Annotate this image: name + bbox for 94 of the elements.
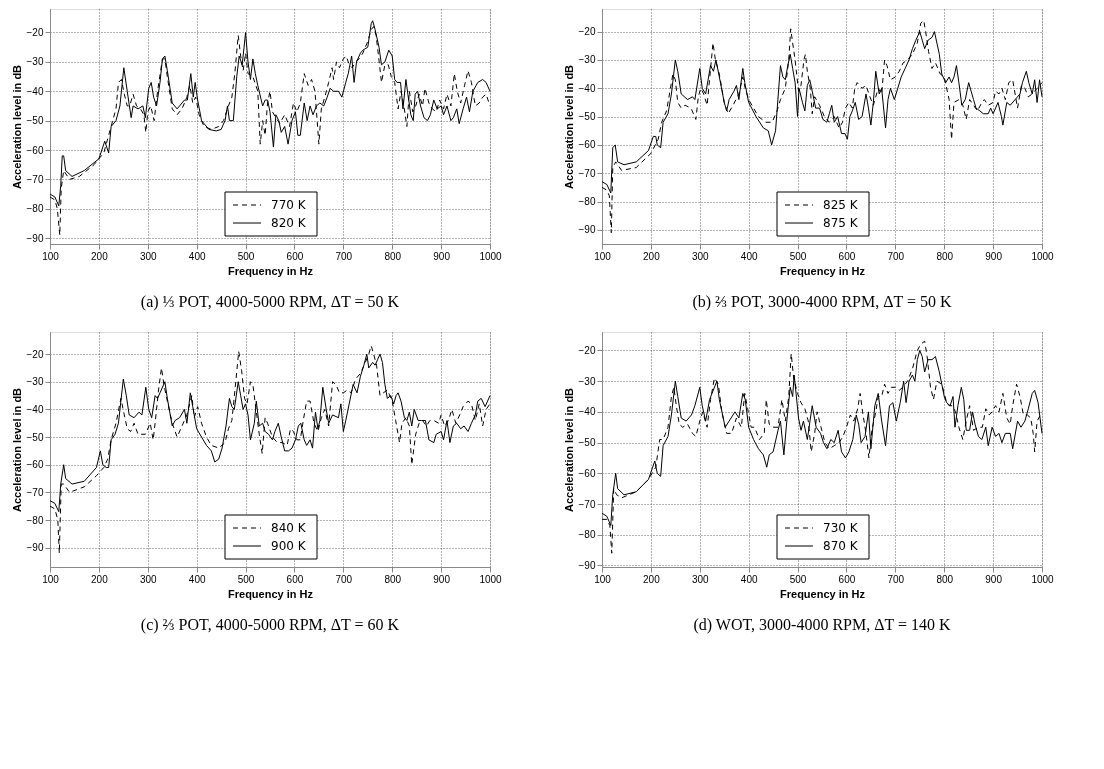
x-tick-label: 400 [740,573,758,585]
y-tick-label: −80 [26,514,44,526]
y-tick-label: −20 [578,344,596,356]
x-tick-label: 500 [237,573,255,585]
text: (c) ⅔ POT, 4000-5000 RPM, ΔT = 60 K [140,616,400,634]
y-tick-label: −80 [26,203,44,215]
x-axis-title: Frequency in Hz [228,587,314,600]
legend-label: 820 K [271,216,307,230]
x-tick-label: 200 [643,573,661,585]
x-axis-title: Frequency in Hz [228,264,314,277]
x-tick-label: 800 [936,250,954,262]
legend-label: 770 K [271,198,307,212]
line-series [601,19,1043,234]
x-tick-label: 200 [91,250,109,262]
x-tick-label: 600 [838,573,856,585]
y-tick-label: −60 [26,459,44,471]
x-tick-label: 900 [985,573,1003,585]
y-tick-label: −70 [578,167,596,179]
y-tick-label: −70 [578,498,596,510]
x-tick-label: 400 [740,250,758,262]
x-axis-title: Frequency in Hz [780,264,866,277]
y-tick-label: −80 [578,529,596,541]
x-tick-label: 200 [91,573,109,585]
x-tick-label: 100 [42,573,60,585]
x-tick-label: 500 [789,573,807,585]
y-tick-label: −40 [26,403,44,415]
x-tick-label: 900 [433,250,451,262]
x-tick-label: 600 [286,573,304,585]
y-tick-label: −60 [578,467,596,479]
y-tick-label: −20 [578,26,596,38]
x-tick-label: 1000 [1031,573,1055,585]
y-tick-label: −20 [26,348,44,360]
x-tick-label: 800 [936,573,954,585]
x-axis-title: Frequency in Hz [780,587,866,600]
x-tick-label: 600 [286,250,304,262]
x-tick-label: 100 [594,250,612,262]
x-tick-label: 300 [691,573,710,585]
x-tick-label: 900 [433,573,451,585]
y-tick-label: −30 [578,375,596,387]
y-tick-label: −90 [578,559,596,571]
y-tick-label: −50 [578,437,596,449]
x-tick-label: 700 [335,250,353,262]
x-tick-label: 300 [691,250,710,262]
y-tick-label: −50 [578,111,596,123]
legend-label: 870 K [823,539,859,553]
y-tick-label: −30 [578,54,596,66]
x-tick-label: 500 [237,250,255,262]
y-tick-label: −50 [26,115,44,127]
x-tick-label: 900 [985,250,1003,262]
x-tick-label: 300 [139,250,158,262]
legend-label: 900 K [271,539,307,553]
y-tick-label: −40 [26,85,44,97]
x-tick-label: 700 [887,250,905,262]
y-tick-label: −40 [578,82,596,94]
y-tick-label: −70 [26,486,44,498]
legend-label: 840 K [271,521,307,535]
legend-label: 825 K [823,198,859,212]
x-tick-label: 100 [42,250,60,262]
text: (d) WOT, 3000-4000 RPM, ΔT = 140 K [693,616,951,634]
text: (a) ⅓ POT, 4000-5000 RPM, ΔT = 50 K [140,293,400,311]
y-tick-label: −90 [26,232,44,244]
text: (b) ⅔ POT, 3000-4000 RPM, ΔT = 50 K [692,293,953,311]
x-tick-label: 700 [335,573,353,585]
x-tick-label: 800 [384,250,402,262]
y-axis-title: Acceleration level in dB [562,64,575,190]
x-tick-label: 1000 [479,573,503,585]
y-tick-label: −80 [578,196,596,208]
y-axis-title: Acceleration level in dB [10,64,23,190]
x-tick-label: 1000 [1031,250,1055,262]
legend-label: 875 K [823,216,859,230]
x-tick-label: 500 [789,250,807,262]
y-tick-label: −40 [578,406,596,418]
x-tick-label: 400 [188,250,206,262]
x-tick-label: 200 [643,250,661,262]
x-tick-label: 100 [594,573,612,585]
y-tick-label: −50 [26,431,44,443]
y-tick-label: −20 [26,27,44,38]
x-tick-label: 600 [838,250,856,262]
line-series [49,345,491,554]
x-tick-label: 1000 [479,250,503,262]
legend-label: 730 K [823,521,859,535]
y-axis-title: Acceleration level in dB [562,387,575,513]
x-tick-label: 400 [188,573,206,585]
x-tick-label: 700 [887,573,905,585]
y-tick-label: −90 [26,542,44,554]
x-tick-label: 800 [384,573,402,585]
x-tick-label: 300 [139,573,158,585]
y-axis-title: Acceleration level in dB [10,387,23,513]
y-tick-label: −60 [578,139,596,151]
y-tick-label: −60 [26,144,44,156]
y-tick-label: −70 [26,173,44,185]
y-tick-label: −30 [26,376,44,388]
y-tick-label: −90 [578,224,596,236]
y-tick-label: −30 [26,56,44,68]
